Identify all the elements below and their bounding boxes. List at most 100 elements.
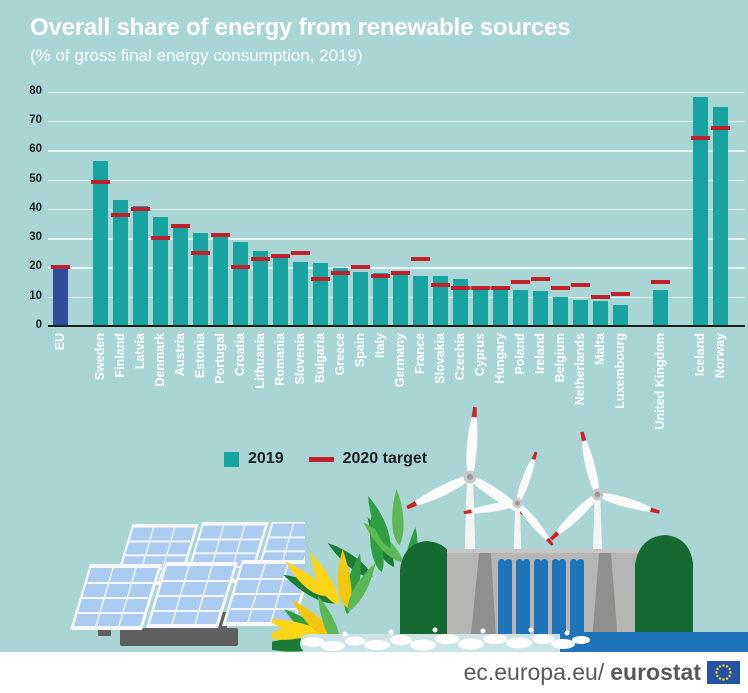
x-label-estonia: Estonia — [193, 333, 207, 379]
target-hungary — [490, 285, 510, 290]
bar-belgium — [552, 296, 568, 326]
bar-czechia — [452, 278, 468, 326]
target-italy — [370, 274, 390, 279]
bar-latvia — [132, 205, 148, 326]
legend-target-label: 2020 target — [342, 450, 428, 467]
footer-url[interactable]: ec.europa.eu/eurostat — [464, 659, 740, 686]
target-netherlands — [570, 282, 590, 287]
bar-slovakia — [432, 276, 448, 326]
target-lithuania — [250, 256, 270, 261]
x-label-iceland: Iceland — [693, 333, 707, 377]
gridline-20 — [48, 267, 745, 269]
target-norway — [710, 126, 730, 131]
x-label-greece: Greece — [333, 333, 347, 376]
bar-austria — [172, 227, 188, 326]
x-label-italy: Italy — [373, 333, 387, 359]
bar-luxembourg — [612, 305, 628, 326]
x-label-malta: Malta — [593, 333, 607, 365]
bar-poland — [512, 290, 528, 326]
gridline-80 — [48, 91, 745, 94]
page-subtitle: (% of gross final energy consumption, 20… — [30, 46, 363, 65]
target-czechia — [450, 285, 470, 290]
wind-turbine-icon — [406, 407, 530, 557]
target-luxembourg — [610, 291, 630, 296]
bar-lithuania — [252, 251, 268, 326]
x-label-slovenia: Slovenia — [293, 333, 307, 385]
bar-cyprus — [472, 285, 488, 326]
x-label-luxembourg: Luxembourg — [613, 333, 627, 409]
footer-url-regular: ec.europa.eu/ — [463, 659, 605, 685]
bar-norway — [712, 107, 728, 326]
bar-bulgaria — [312, 262, 328, 326]
bar-slovenia — [292, 261, 308, 326]
bar-portugal — [212, 236, 228, 326]
x-label-sweden: Sweden — [93, 333, 107, 381]
page-title: Overall share of energy from renewable s… — [30, 14, 571, 41]
y-tick-40: 40 — [29, 201, 42, 214]
y-tick-30: 30 — [29, 231, 42, 244]
x-label-denmark: Denmark — [153, 333, 167, 387]
target-cyprus — [470, 285, 490, 290]
chart-legend: 2019 2020 target — [224, 450, 427, 468]
target-eu — [50, 265, 70, 270]
target-greece — [330, 271, 350, 276]
target-spain — [350, 265, 370, 270]
bar-estonia — [192, 232, 208, 326]
bar-iceland — [692, 96, 708, 326]
bar-germany — [392, 275, 408, 326]
y-tick-10: 10 — [29, 289, 42, 302]
x-label-lithuania: Lithuania — [253, 333, 267, 389]
gridline-70 — [48, 120, 745, 123]
bar-finland — [112, 199, 128, 326]
bar-spain — [352, 272, 368, 326]
x-label-latvia: Latvia — [133, 333, 147, 370]
bar-italy — [372, 272, 388, 326]
bar-united-kingdom — [652, 289, 668, 326]
bar-sweden — [92, 160, 108, 326]
x-label-norway: Norway — [713, 333, 727, 379]
bar-denmark — [152, 217, 168, 326]
target-estonia — [190, 250, 210, 255]
x-label-united-kingdom: United Kingdom — [653, 333, 667, 430]
target-romania — [270, 253, 290, 258]
y-tick-70: 70 — [29, 113, 42, 126]
eu-flag-icon — [707, 661, 740, 684]
legend-2019-label: 2019 — [248, 450, 284, 467]
bar-romania — [272, 254, 288, 326]
y-tick-60: 60 — [29, 143, 42, 156]
target-portugal — [210, 233, 230, 238]
footer-url-bold: eurostat — [610, 659, 701, 685]
solar-panel-icon — [70, 522, 305, 646]
x-label-finland: Finland — [113, 333, 127, 378]
gridline-60 — [48, 150, 745, 152]
target-iceland — [690, 136, 710, 141]
target-latvia — [130, 206, 150, 211]
footer-bar: ec.europa.eu/eurostat — [0, 652, 748, 693]
y-tick-80: 80 — [29, 84, 42, 97]
target-slovenia — [290, 250, 310, 255]
bar-hungary — [492, 289, 508, 326]
x-axis — [48, 325, 745, 327]
gridline-40 — [48, 208, 745, 211]
legend-2019-swatch-icon — [224, 451, 239, 467]
x-label-croatia: Croatia — [233, 333, 247, 377]
x-label-bulgaria: Bulgaria — [313, 333, 327, 384]
gridline-30 — [48, 238, 745, 240]
x-label-eu: EU — [53, 333, 67, 351]
x-label-spain: Spain — [353, 333, 367, 368]
x-label-belgium: Belgium — [553, 333, 567, 383]
x-label-austria: Austria — [173, 333, 187, 377]
bar-malta — [592, 301, 608, 326]
target-sweden — [90, 180, 110, 185]
bar-netherlands — [572, 300, 588, 326]
target-finland — [110, 212, 130, 217]
target-denmark — [150, 236, 170, 241]
y-tick-20: 20 — [29, 260, 42, 273]
target-malta — [590, 294, 610, 299]
target-germany — [390, 271, 410, 276]
river-water — [560, 632, 748, 652]
x-label-romania: Romania — [273, 333, 287, 386]
x-label-portugal: Portugal — [213, 333, 227, 384]
water-foam-icon — [302, 627, 590, 651]
